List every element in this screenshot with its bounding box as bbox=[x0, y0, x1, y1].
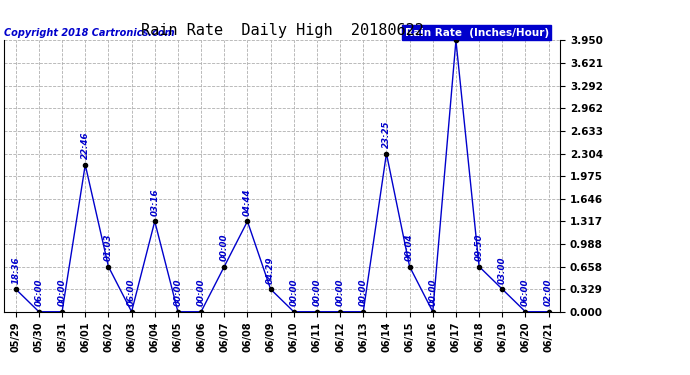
Text: 00:00: 00:00 bbox=[219, 234, 229, 261]
Text: 01:03: 01:03 bbox=[104, 234, 113, 261]
Text: 06:00: 06:00 bbox=[34, 279, 43, 306]
Text: Rain Rate  (Inches/Hour): Rain Rate (Inches/Hour) bbox=[404, 28, 549, 38]
Text: 00:00: 00:00 bbox=[197, 279, 206, 306]
Text: 02:00: 02:00 bbox=[544, 279, 553, 306]
Text: 00:00: 00:00 bbox=[313, 279, 322, 306]
Text: 03:00: 03:00 bbox=[497, 256, 506, 284]
Text: 06:00: 06:00 bbox=[127, 279, 136, 306]
Text: 00:04: 00:04 bbox=[405, 234, 414, 261]
Text: Copyright 2018 Cartronics.com: Copyright 2018 Cartronics.com bbox=[4, 28, 175, 38]
Text: 00:00: 00:00 bbox=[359, 279, 368, 306]
Text: 03:16: 03:16 bbox=[150, 188, 159, 216]
Text: 18:36: 18:36 bbox=[11, 256, 20, 284]
Text: 09:50: 09:50 bbox=[475, 234, 484, 261]
Text: 00:00: 00:00 bbox=[289, 279, 298, 306]
Text: 00:00: 00:00 bbox=[173, 279, 182, 306]
Text: 04:44: 04:44 bbox=[243, 188, 252, 216]
Text: 23:25: 23:25 bbox=[382, 121, 391, 148]
Text: 00:00: 00:00 bbox=[335, 279, 344, 306]
Text: 06:00: 06:00 bbox=[521, 279, 530, 306]
Text: 04:29: 04:29 bbox=[266, 256, 275, 284]
Text: 00:00: 00:00 bbox=[57, 279, 67, 306]
Text: 22:46: 22:46 bbox=[81, 132, 90, 159]
Text: 00:00: 00:00 bbox=[428, 279, 437, 306]
Title: Rain Rate  Daily High  20180622: Rain Rate Daily High 20180622 bbox=[141, 23, 424, 38]
